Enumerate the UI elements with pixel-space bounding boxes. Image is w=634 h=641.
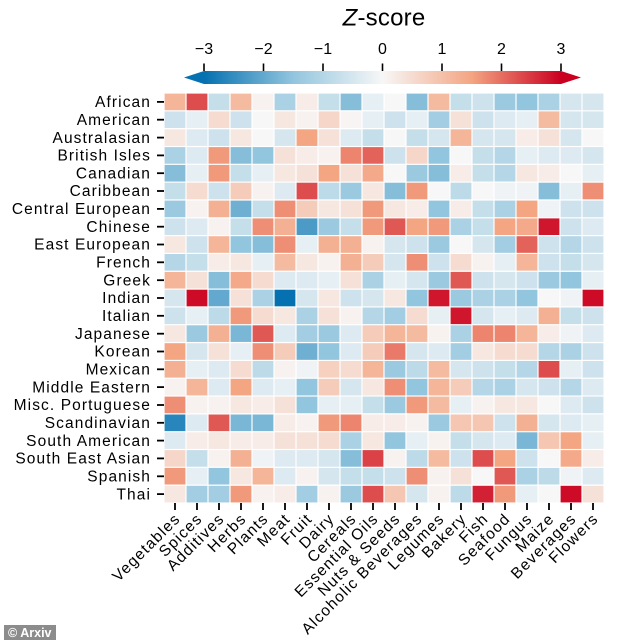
svg-text:Z-score: Z-score [342,5,426,32]
svg-text:French: French [96,255,151,272]
svg-text:2: 2 [497,41,506,58]
svg-text:−2: −2 [254,41,272,58]
svg-text:Misc. Portuguese: Misc. Portuguese [14,397,151,414]
svg-text:Central European: Central European [12,201,151,218]
svg-text:Korean: Korean [94,344,151,361]
svg-text:African: African [95,94,151,111]
svg-text:Australasian: Australasian [53,130,152,147]
svg-text:Mexican: Mexican [86,362,151,379]
svg-text:Japanese: Japanese [75,326,151,343]
svg-text:Indian: Indian [102,290,151,307]
svg-text:Canadian: Canadian [76,165,151,182]
svg-text:1: 1 [438,41,447,58]
svg-text:South American: South American [26,433,151,450]
svg-text:−1: −1 [314,41,332,58]
svg-text:Italian: Italian [102,308,151,325]
svg-text:3: 3 [557,41,566,58]
svg-text:0: 0 [378,41,387,58]
svg-text:East European: East European [34,237,151,254]
svg-text:−3: −3 [195,41,213,58]
svg-text:Middle Eastern: Middle Eastern [32,379,151,396]
svg-text:Scandinavian: Scandinavian [45,415,151,432]
svg-text:Greek: Greek [103,272,151,289]
svg-text:Spanish: Spanish [87,469,151,486]
svg-text:Chinese: Chinese [86,219,151,236]
svg-text:British Isles: British Isles [57,148,151,165]
svg-text:American: American [77,112,151,129]
svg-text:South East Asian: South East Asian [15,451,151,468]
svg-text:© Arxiv: © Arxiv [8,626,52,640]
svg-text:Caribbean: Caribbean [70,183,151,200]
svg-text:Thai: Thai [116,486,151,503]
